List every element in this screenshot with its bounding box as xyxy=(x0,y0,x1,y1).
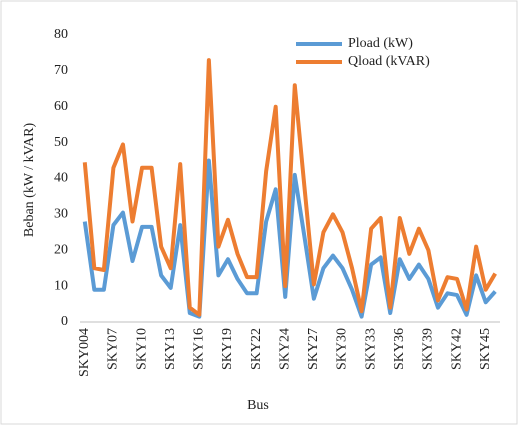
x-tick-label: SKY33 xyxy=(363,328,378,370)
data-line xyxy=(82,158,497,319)
x-tick-label: SKY27 xyxy=(306,328,321,370)
y-tick-label: 20 xyxy=(54,242,68,257)
y-tick-label: 0 xyxy=(61,314,68,329)
x-tick-label: SKY42 xyxy=(449,328,464,370)
x-tick-label: SKY13 xyxy=(163,328,178,370)
x-axis-label: Bus xyxy=(247,398,269,413)
y-tick-label: 40 xyxy=(54,171,68,186)
legend-label: Qload (kVAR) xyxy=(348,54,430,69)
x-tick-label: SKY10 xyxy=(134,328,149,370)
x-tick-label: SKY07 xyxy=(106,328,121,370)
x-tick-label: SKY30 xyxy=(335,328,350,370)
x-tick-label: SKY36 xyxy=(392,328,407,370)
y-tick-label: 10 xyxy=(54,278,68,293)
x-tick-label: SKY004 xyxy=(77,328,92,377)
legend-label: Pload (kW) xyxy=(348,36,413,51)
data-line xyxy=(82,58,497,317)
x-tick-label: SKY22 xyxy=(249,328,264,370)
x-tick-label: SKY19 xyxy=(220,328,235,370)
y-tick-label: 70 xyxy=(54,63,68,78)
x-tick-label: SKY39 xyxy=(421,328,436,370)
y-tick-label: 60 xyxy=(54,99,68,114)
x-tick-label: SKY16 xyxy=(192,328,207,370)
y-tick-label: 80 xyxy=(54,27,68,42)
x-tick-label: SKY45 xyxy=(478,328,493,370)
y-tick-label: 30 xyxy=(54,207,68,222)
y-axis-label: Beban (kW / kVAR) xyxy=(22,123,37,238)
x-tick-label: SKY24 xyxy=(277,328,292,370)
y-tick-label: 50 xyxy=(54,135,68,150)
